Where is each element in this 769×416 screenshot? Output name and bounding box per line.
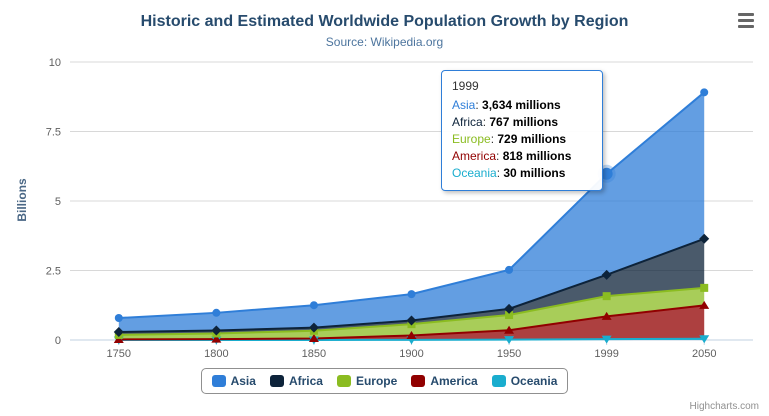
tooltip-series-name: America — [452, 149, 497, 163]
marker-europe-1950[interactable] — [505, 311, 514, 320]
tooltip-row-america: America: 818 millions — [452, 149, 572, 163]
marker-america-1800[interactable] — [211, 334, 222, 343]
hamburger-icon — [738, 12, 754, 16]
marker-africa-1850[interactable] — [308, 322, 319, 333]
tooltip-series-name: Oceania — [452, 166, 497, 180]
legend-label: Oceania — [510, 374, 558, 388]
export-menu-button[interactable] — [735, 10, 757, 30]
tooltip-row-europe: Europe: 729 millions — [452, 132, 567, 146]
credits-link[interactable]: Highcharts.com — [689, 401, 759, 412]
legend-symbol-africa — [269, 375, 284, 387]
chart-title: Historic and Estimated Worldwide Populat… — [140, 13, 629, 30]
x-axis-label: 1950 — [497, 348, 521, 360]
y-axis-label: 7.5 — [46, 127, 61, 139]
marker-africa-1950[interactable] — [504, 303, 515, 314]
hamburger-icon — [738, 24, 754, 28]
y-axis-label: 10 — [49, 57, 61, 69]
tooltip: 1999 Asia: 3,634 millions Africa: 767 mil… — [441, 70, 603, 191]
marker-asia-1850[interactable] — [309, 301, 318, 310]
tooltip-series-value: 767 millions — [489, 115, 559, 129]
legend-label: Asia — [230, 374, 256, 388]
hamburger-icon — [738, 18, 754, 22]
marker-america-1750[interactable] — [113, 334, 124, 343]
y-axis-label: 2.5 — [46, 266, 61, 278]
marker-asia-1800[interactable] — [212, 308, 221, 317]
tooltip-row-oceania: Oceania: 30 millions — [452, 166, 566, 180]
y-axis-label: 0 — [55, 335, 61, 347]
legend-item-asia[interactable]: Asia — [211, 374, 256, 388]
tooltip-series-name: Africa — [452, 115, 483, 129]
x-axis-label: 1750 — [107, 348, 131, 360]
marker-africa-1750[interactable] — [113, 326, 124, 337]
legend-box: Asia Africa Europe America Oceania — [200, 368, 569, 394]
legend-label: Africa — [288, 374, 323, 388]
legend-symbol-europe — [336, 375, 351, 387]
marker-oceania-2050[interactable] — [699, 335, 710, 344]
x-axis-label: 1850 — [302, 348, 326, 360]
area-america[interactable] — [118, 305, 705, 340]
marker-oceania-1999[interactable] — [601, 335, 612, 344]
tooltip-rows: Asia: 3,634 millions Africa: 767 millions… — [452, 97, 592, 182]
legend-item-africa[interactable]: Africa — [269, 374, 323, 388]
tooltip-series-value: 729 millions — [497, 132, 567, 146]
legend-label: Europe — [355, 374, 398, 388]
tooltip-series-name: Europe — [452, 132, 491, 146]
tooltip-header: 1999 — [452, 79, 479, 93]
marker-america-1900[interactable] — [406, 330, 417, 339]
marker-asia-1999[interactable] — [600, 167, 613, 180]
area-asia[interactable] — [118, 92, 705, 332]
legend-symbol-asia — [211, 375, 226, 387]
tooltip-row-asia: Asia: 3,634 millions — [452, 98, 561, 112]
marker-europe-2050[interactable] — [700, 283, 709, 292]
marker-america-1999[interactable] — [601, 311, 612, 320]
x-axis-label: 1800 — [204, 348, 228, 360]
marker-asia-1750[interactable] — [114, 314, 123, 323]
tooltip-series-value: 30 millions — [503, 166, 566, 180]
tooltip-row-africa: Africa: 767 millions — [452, 115, 559, 129]
marker-asia-1900[interactable] — [407, 290, 416, 299]
x-axis-label: 1900 — [399, 348, 423, 360]
legend-symbol-oceania — [491, 375, 506, 387]
marker-america-1950[interactable] — [504, 325, 515, 334]
marker-america-1850[interactable] — [308, 333, 319, 342]
marker-oceania-1950[interactable] — [504, 336, 515, 345]
legend: Asia Africa Europe America Oceania — [0, 368, 769, 394]
legend-item-america[interactable]: America — [411, 374, 478, 388]
marker-africa-1900[interactable] — [406, 315, 417, 326]
tooltip-series-name: Asia — [452, 98, 476, 112]
tooltip-series-value: 818 millions — [502, 149, 572, 163]
legend-symbol-america — [411, 375, 426, 387]
marker-asia-1950[interactable] — [505, 265, 514, 274]
legend-label: America — [430, 374, 478, 388]
marker-asia-2050[interactable] — [700, 88, 709, 97]
tooltip-series-value: 3,634 millions — [482, 98, 561, 112]
marker-africa-1800[interactable] — [211, 325, 222, 336]
legend-item-oceania[interactable]: Oceania — [491, 374, 558, 388]
y-axis-label: 5 — [55, 196, 61, 208]
marker-america-2050[interactable] — [699, 300, 710, 309]
marker-africa-2050[interactable] — [699, 233, 710, 244]
marker-europe-1999[interactable] — [602, 292, 611, 301]
x-axis-label: 1999 — [594, 348, 618, 360]
chart-subtitle: Source: Wikipedia.org — [325, 35, 444, 49]
legend-item-europe[interactable]: Europe — [336, 374, 398, 388]
area-africa[interactable] — [118, 238, 705, 335]
marker-africa-1999[interactable] — [601, 269, 612, 280]
x-axis-label: 2050 — [692, 348, 716, 360]
